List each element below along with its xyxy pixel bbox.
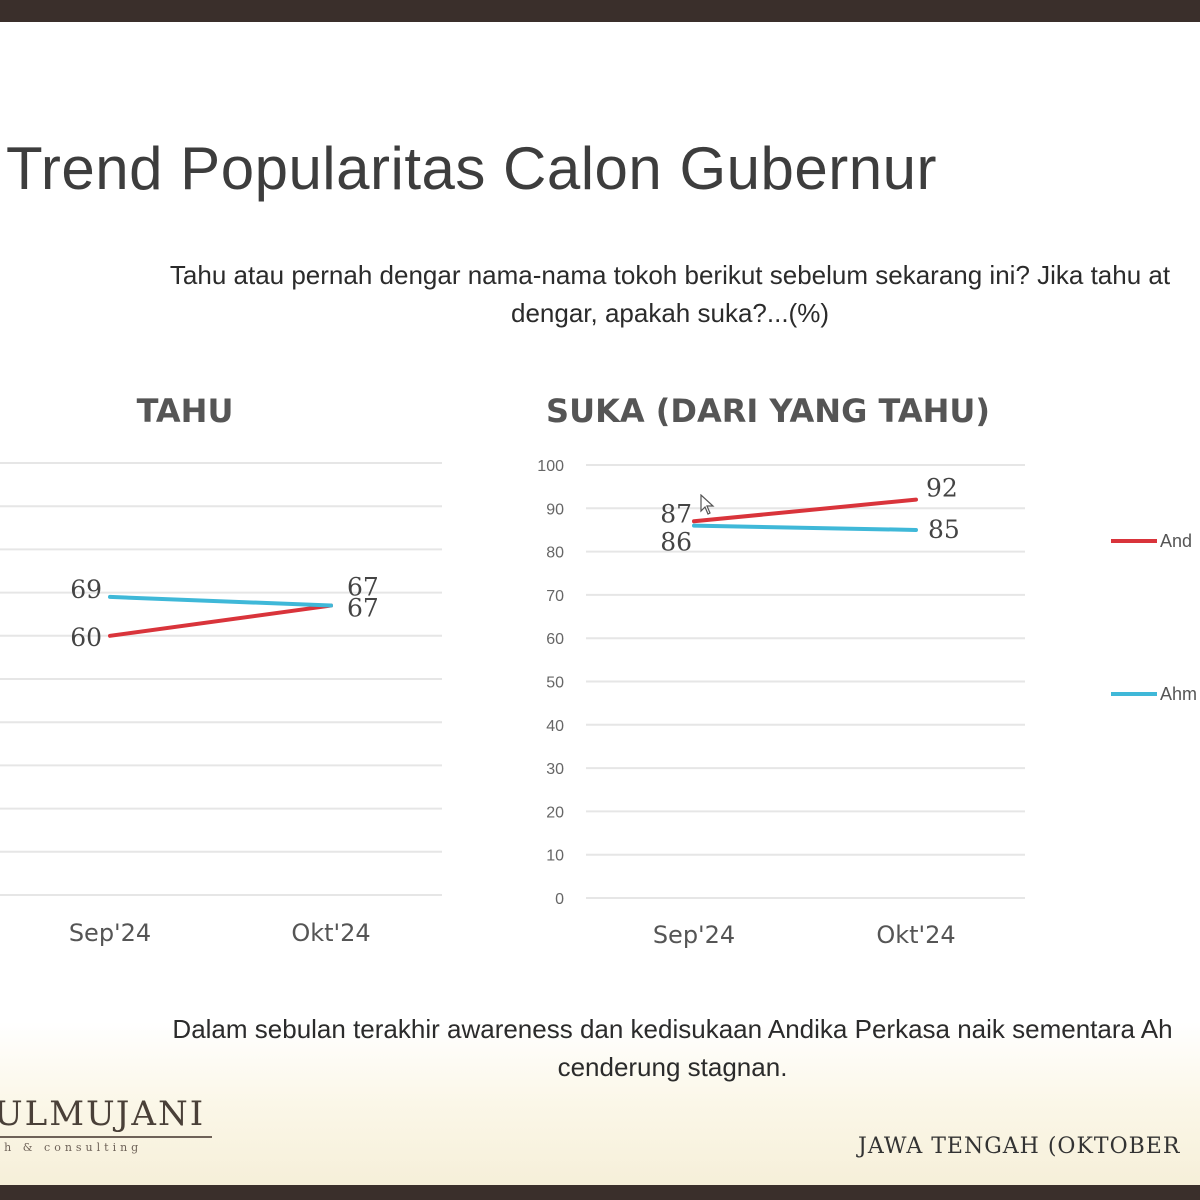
x-tick-label: Sep'24 [653, 921, 735, 949]
slide: Trend Popularitas Calon Gubernur Tahu at… [0, 22, 1200, 1185]
data-label: 92 [926, 474, 958, 503]
logo-tagline: ch & consulting [0, 1141, 143, 1154]
data-label: 60 [70, 623, 102, 652]
y-tick-label: 80 [546, 545, 564, 562]
logo-rule [0, 1136, 212, 1138]
chart-title: TAHU [137, 392, 234, 430]
question-line-1: Tahu atau pernah dengar nama-nama tokoh … [169, 260, 1171, 290]
data-label: 67 [347, 573, 379, 602]
chart-tahu: TAHU Sep'24 Okt'24 60 67 69 67 [0, 392, 442, 947]
y-tick-label: 50 [546, 675, 564, 692]
question-line-2: dengar, apakah suka?...(%) [511, 298, 829, 328]
data-label: 87 [660, 499, 692, 528]
x-tick-label: Okt'24 [876, 921, 955, 949]
series-line [692, 497, 918, 524]
summary-line-1: Dalam sebulan terakhir awareness dan ked… [172, 1014, 1173, 1044]
y-tick-label: 60 [546, 631, 564, 648]
footer-region: JAWA TENGAH (OKTOBER [858, 1134, 1181, 1159]
series-line [692, 523, 918, 532]
data-label: 85 [928, 515, 960, 544]
y-tick-label: 70 [546, 588, 564, 605]
y-tick-label: 90 [546, 501, 564, 518]
data-label: 86 [660, 528, 692, 557]
series-line [108, 594, 333, 608]
page-title: Trend Popularitas Calon Gubernur [6, 135, 937, 202]
data-label: 67 [347, 594, 379, 623]
survey-question: Tahu atau pernah dengar nama-nama tokoh … [0, 256, 1200, 332]
legend-label: And [1160, 531, 1192, 551]
y-tick-label: 10 [546, 848, 564, 865]
summary-text: Dalam sebulan terakhir awareness dan ked… [0, 1010, 1200, 1086]
y-tick-label: 40 [546, 718, 564, 735]
legend-label: Ahm [1160, 684, 1197, 704]
summary-line-2: cenderung stagnan. [557, 1052, 788, 1082]
x-tick-label: Okt'24 [291, 919, 370, 947]
y-tick-label: 0 [555, 891, 564, 908]
x-tick-label: Sep'24 [69, 919, 151, 947]
y-tick-label: 20 [546, 804, 564, 821]
mouse-pointer-icon [700, 494, 715, 515]
chart-title: SUKA (DARI YANG TAHU) [546, 392, 990, 430]
series-line [108, 603, 333, 638]
chart-suka: SUKA (DARI YANG TAHU) 0 10 20 30 40 50 60 70 80 90… [537, 392, 1197, 949]
logo-name: ULMUJANI [0, 1094, 206, 1134]
y-tick-label: 100 [537, 458, 564, 475]
data-label: 69 [70, 575, 102, 604]
company-logo: ULMUJANI ch & consulting [0, 1094, 214, 1154]
y-tick-label: 30 [546, 761, 564, 778]
